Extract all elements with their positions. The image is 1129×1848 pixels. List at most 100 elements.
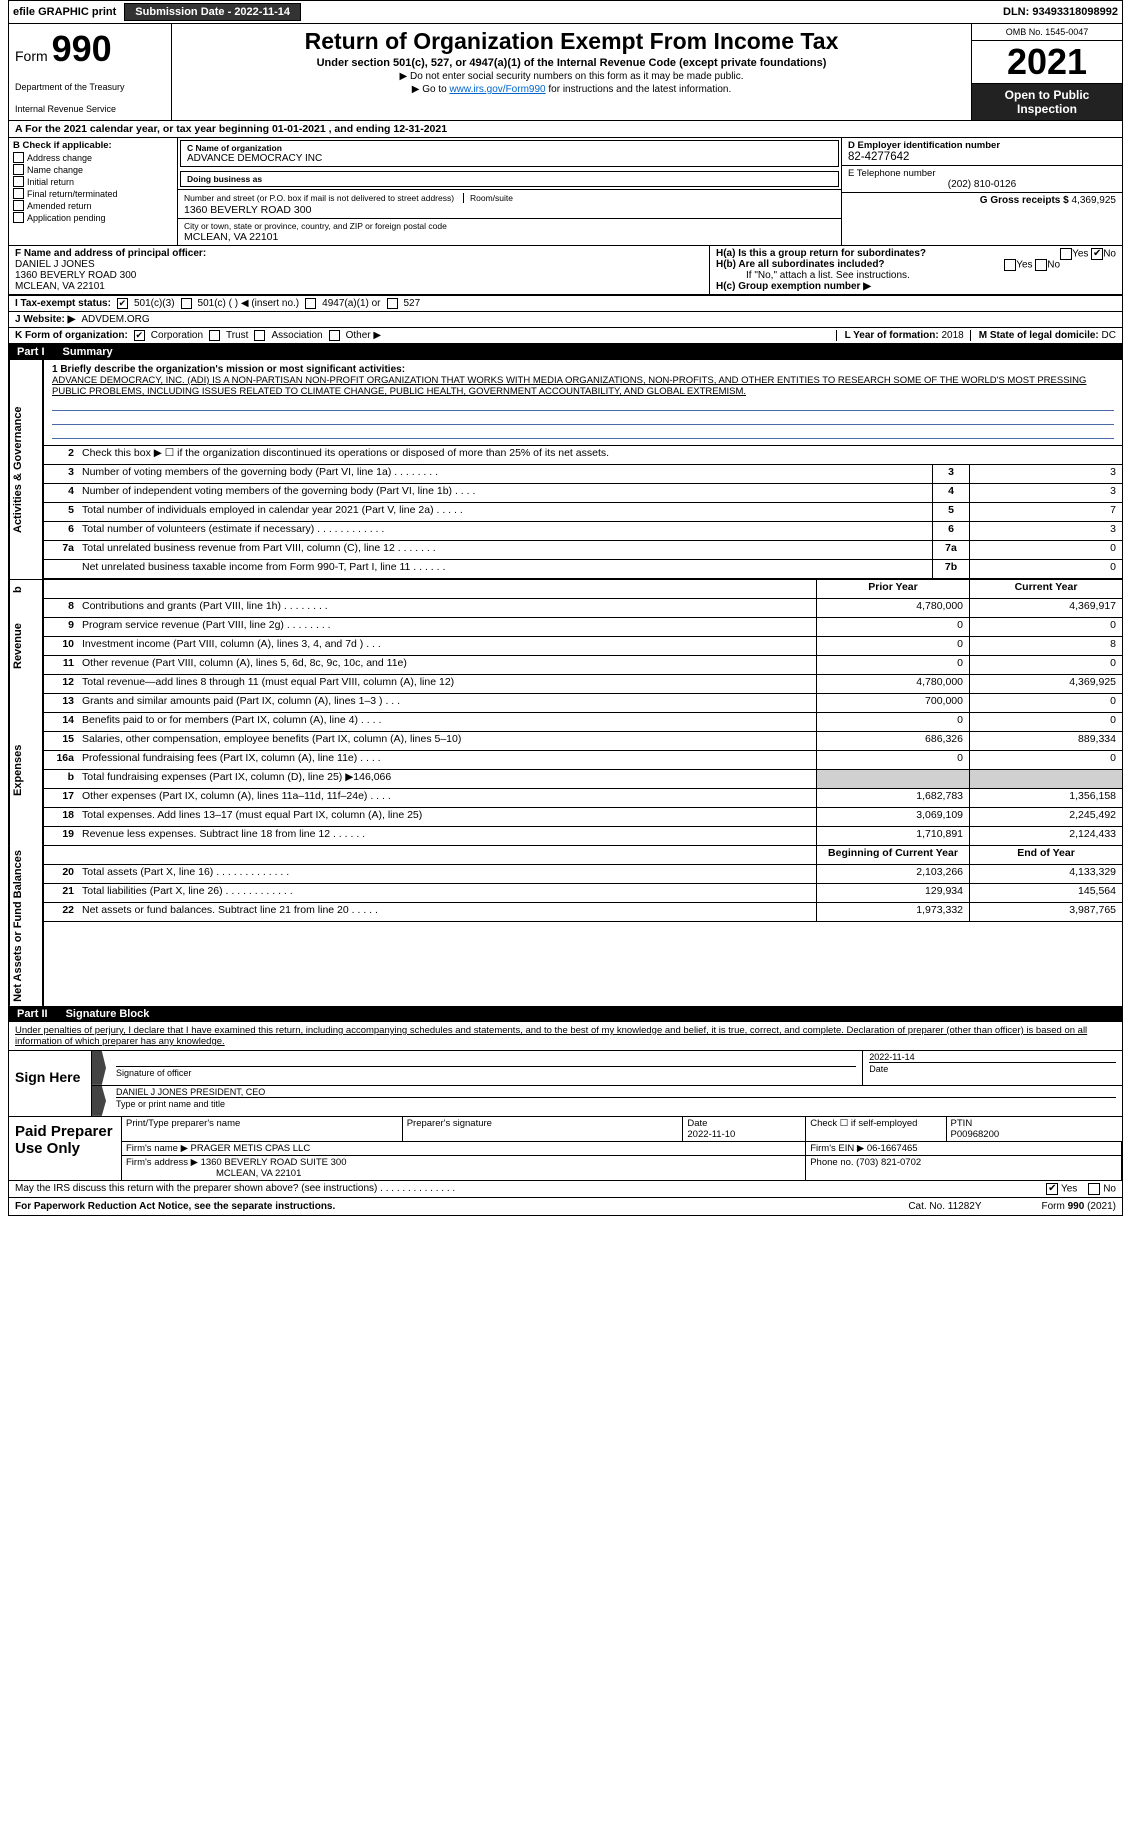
hb-note: If "No," attach a list. See instructions… [716,270,1116,281]
sign-here-label: Sign Here [9,1051,92,1116]
col-boy: Beginning of Current Year [816,846,969,864]
org-name: ADVANCE DEMOCRACY INC [187,153,832,164]
form-id-block: Form 990 Department of the Treasury Inte… [9,24,172,120]
prep-h2: Preparer's signature [403,1117,684,1142]
table-row: 21Total liabilities (Part X, line 26) . … [44,884,1122,903]
chk-initial-return[interactable] [13,176,24,187]
sign-date: 2022-11-14 [869,1052,1116,1062]
firm-addr2: MCLEAN, VA 22101 [126,1168,301,1179]
hc-label: H(c) Group exemption number ▶ [716,281,871,292]
instructions-link[interactable]: www.irs.gov/Form990 [449,84,545,95]
page-subtitle: Under section 501(c), 527, or 4947(a)(1)… [178,57,965,69]
side-netassets: Net Assets or Fund Balances [9,846,43,1006]
table-row: 8Contributions and grants (Part VIII, li… [44,599,1122,618]
prep-phone: (703) 821-0702 [856,1157,921,1168]
ha-label: H(a) Is this a group return for subordin… [716,248,926,259]
table-row: 4Number of independent voting members of… [44,484,1122,503]
ein-label: D Employer identification number [848,140,1116,151]
firm-ein: 06-1667465 [867,1143,918,1154]
chk-address-change[interactable] [13,152,24,163]
form-footer: 990 [1068,1201,1085,1212]
q2-text: Check this box ▶ ☐ if the organization d… [78,446,1122,464]
chk-application-pending[interactable] [13,212,24,223]
discuss-no[interactable] [1088,1183,1100,1195]
table-row: 20Total assets (Part X, line 16) . . . .… [44,865,1122,884]
submission-date-button[interactable]: Submission Date - 2022-11-14 [124,3,301,21]
l-label: L Year of formation: [845,330,942,341]
chk-final-return[interactable] [13,188,24,199]
mission-text: ADVANCE DEMOCRACY, INC. (ADI) IS A NON-P… [52,375,1114,397]
table-row: 22Net assets or fund balances. Subtract … [44,903,1122,922]
note-goto-pre: ▶ Go to [412,84,450,95]
officer-name-title: DANIEL J JONES PRESIDENT, CEO [116,1087,1116,1097]
officer-name-label: Type or print name and title [116,1097,1116,1109]
org-city: MCLEAN, VA 22101 [184,231,835,243]
form-prefix: Form [15,48,48,64]
firm-name: PRAGER METIS CPAS LLC [191,1143,311,1154]
open-public-badge: Open to Public Inspection [972,84,1122,120]
officer-addr2: MCLEAN, VA 22101 [15,281,703,292]
chk-assoc[interactable] [254,330,265,341]
irs-label: Internal Revenue Service [15,104,165,114]
efile-label: efile GRAPHIC print [13,6,116,18]
chk-other[interactable] [329,330,340,341]
q1-label: 1 Briefly describe the organization's mi… [52,364,1114,375]
org-street: 1360 BEVERLY ROAD 300 [184,204,835,216]
chk-name-change[interactable] [13,164,24,175]
sig-officer-label: Signature of officer [116,1066,856,1078]
prep-selfemp: Check ☐ if self-employed [806,1117,946,1142]
table-row: 5Total number of individuals employed in… [44,503,1122,522]
table-row: 6Total number of volunteers (estimate if… [44,522,1122,541]
chk-4947[interactable] [305,298,316,309]
page-title: Return of Organization Exempt From Incom… [178,28,965,55]
m-value: DC [1102,330,1116,341]
chk-527[interactable] [387,298,398,309]
gross-value: 4,369,925 [1072,195,1117,206]
arrow-icon [92,1051,106,1085]
table-row: 10Investment income (Part VIII, column (… [44,637,1122,656]
dept-label: Department of the Treasury [15,82,165,92]
prep-h1: Print/Type preparer's name [122,1117,403,1142]
prep-date: 2022-11-10 [687,1129,735,1140]
chk-trust[interactable] [209,330,220,341]
table-row: 16aProfessional fundraising fees (Part I… [44,751,1122,770]
firm-addr1: 1360 BEVERLY ROAD SUITE 300 [201,1157,347,1168]
hb-label: H(b) Are all subordinates included? [716,259,885,270]
ha-yes[interactable] [1060,248,1072,260]
phone-value: (202) 810-0126 [848,179,1116,190]
firm-ein-label: Firm's EIN ▶ [810,1143,867,1154]
part2-header: Part II Signature Block [9,1006,1122,1022]
discuss-text: May the IRS discuss this return with the… [15,1183,455,1194]
col-prior: Prior Year [816,580,969,598]
chk-501c[interactable] [181,298,192,309]
table-row: 15Salaries, other compensation, employee… [44,732,1122,751]
ptin-label: PTIN [951,1118,973,1129]
org-name-box: C Name of organization ADVANCE DEMOCRACY… [180,140,839,167]
blank-line [52,413,1114,425]
phone-label: E Telephone number [848,168,1116,179]
table-row: 19Revenue less expenses. Subtract line 1… [44,827,1122,846]
chk-corp[interactable] [134,330,145,341]
blank-line [52,399,1114,411]
table-row: 3Number of voting members of the governi… [44,465,1122,484]
ha-no[interactable] [1091,248,1103,260]
prep-date-label: Date [687,1118,707,1129]
discuss-yes[interactable] [1046,1183,1058,1195]
table-row: 7aTotal unrelated business revenue from … [44,541,1122,560]
website-value: ADVDEM.ORG [81,314,149,325]
chk-501c3[interactable] [117,298,128,309]
gross-label: G Gross receipts $ [980,195,1072,206]
col-current: Current Year [969,580,1122,598]
table-row: 13Grants and similar amounts paid (Part … [44,694,1122,713]
ptin-value: P00968200 [951,1129,1000,1140]
k-label: K Form of organization: [15,330,128,341]
chk-amended-return[interactable] [13,200,24,211]
hb-no[interactable] [1035,259,1047,271]
side-expenses: Expenses [9,694,43,846]
i-label: I Tax-exempt status: [15,298,111,309]
dln-label: DLN: 93493318098992 [1003,6,1118,18]
hb-yes[interactable] [1004,259,1016,271]
table-row: 14Benefits paid to or for members (Part … [44,713,1122,732]
omb-label: OMB No. 1545-0047 [972,24,1122,41]
paperwork-note: For Paperwork Reduction Act Notice, see … [15,1201,335,1212]
